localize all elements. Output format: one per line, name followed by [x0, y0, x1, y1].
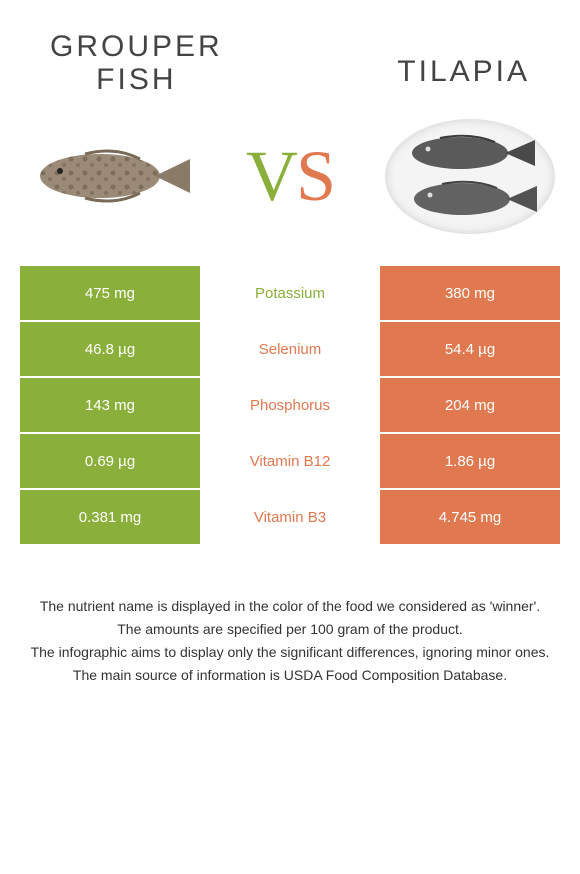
table-row: 475 mg Potassium 380 mg [20, 266, 560, 320]
vs-label: VS [246, 135, 334, 218]
right-value: 4.745 mg [380, 490, 560, 544]
footer-line: The infographic aims to display only the… [20, 642, 560, 663]
table-row: 0.69 µg Vitamin B12 1.86 µg [20, 434, 560, 488]
left-title-line2: fish [96, 63, 176, 96]
nutrient-name: Potassium [200, 266, 380, 320]
left-value: 475 mg [20, 266, 200, 320]
nutrient-name: Vitamin B3 [200, 490, 380, 544]
vs-s: S [296, 136, 334, 216]
left-food-title: Grouper fish [50, 30, 223, 96]
vs-v: V [246, 136, 296, 216]
footer-notes: The nutrient name is displayed in the co… [0, 546, 580, 686]
right-food-title: Tilapia [397, 55, 530, 89]
left-value: 0.381 mg [20, 490, 200, 544]
fish-icon [25, 141, 195, 211]
comparison-table: 475 mg Potassium 380 mg 46.8 µg Selenium… [0, 266, 580, 544]
left-value: 143 mg [20, 378, 200, 432]
left-title-line1: Grouper [50, 30, 223, 63]
tilapia-image [380, 116, 560, 236]
left-value: 46.8 µg [20, 322, 200, 376]
right-value: 380 mg [380, 266, 560, 320]
grouper-image [20, 116, 200, 236]
footer-line: The main source of information is USDA F… [20, 665, 560, 686]
footer-line: The nutrient name is displayed in the co… [20, 596, 560, 617]
right-value: 204 mg [380, 378, 560, 432]
footer-line: The amounts are specified per 100 gram o… [20, 619, 560, 640]
fish-icon [400, 178, 540, 220]
nutrient-name: Selenium [200, 322, 380, 376]
nutrient-name: Phosphorus [200, 378, 380, 432]
left-value: 0.69 µg [20, 434, 200, 488]
fish-icon [400, 132, 540, 174]
table-row: 143 mg Phosphorus 204 mg [20, 378, 560, 432]
vs-row: VS [0, 106, 580, 266]
header: Grouper fish Tilapia [0, 0, 580, 106]
table-row: 46.8 µg Selenium 54.4 µg [20, 322, 560, 376]
table-row: 0.381 mg Vitamin B3 4.745 mg [20, 490, 560, 544]
nutrient-name: Vitamin B12 [200, 434, 380, 488]
right-value: 1.86 µg [380, 434, 560, 488]
right-value: 54.4 µg [380, 322, 560, 376]
